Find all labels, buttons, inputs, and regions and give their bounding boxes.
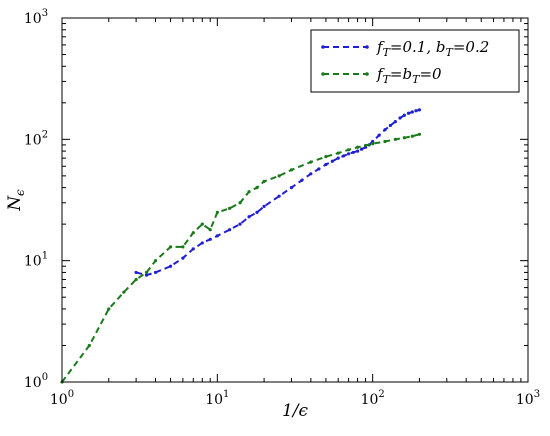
data-point <box>168 245 173 249</box>
data-point <box>208 228 212 232</box>
data-point <box>417 108 422 112</box>
legend-marker <box>321 72 325 76</box>
data-point <box>393 137 397 141</box>
data-point <box>356 145 360 149</box>
data-point <box>410 134 414 138</box>
data-point <box>255 210 259 214</box>
data-point <box>134 277 138 282</box>
data-point <box>277 194 281 198</box>
data-point <box>289 186 294 190</box>
series-layer <box>60 108 422 384</box>
x-tick-label: 103 <box>516 389 540 408</box>
data-point <box>393 120 397 124</box>
data-point <box>200 241 204 245</box>
data-point <box>247 190 251 194</box>
data-point <box>191 247 195 251</box>
data-point <box>383 139 387 144</box>
data-point <box>215 210 219 214</box>
x-tick-label: 102 <box>361 389 385 408</box>
data-point <box>336 151 340 155</box>
legend-entry-1: fT=bT=0 <box>321 65 442 86</box>
data-point <box>351 150 355 155</box>
data-point <box>262 204 266 209</box>
legend: fT=0.1, bT=0.2 fT=bT=0 <box>310 29 520 93</box>
data-point <box>181 245 185 249</box>
data-point <box>347 152 351 156</box>
series-0 <box>134 108 422 277</box>
data-point <box>247 215 251 219</box>
data-point <box>402 113 406 117</box>
x-tick-label: 101 <box>205 389 229 408</box>
data-point <box>336 156 340 160</box>
legend-marker <box>365 72 369 76</box>
data-point <box>383 128 387 132</box>
data-point <box>324 155 328 159</box>
data-point <box>289 168 294 172</box>
data-point <box>238 201 242 205</box>
data-point <box>181 256 185 260</box>
data-point <box>277 174 281 178</box>
y-tick-label: 102 <box>24 129 48 148</box>
data-point <box>317 167 321 171</box>
data-point <box>200 222 204 226</box>
data-point <box>356 149 360 153</box>
data-point <box>87 343 91 348</box>
data-point <box>153 270 158 275</box>
data-point <box>406 111 411 115</box>
data-point <box>238 222 242 226</box>
data-point <box>371 139 375 144</box>
data-point <box>228 206 232 210</box>
x-axis-label: 1/ϵ <box>282 401 309 421</box>
series-line <box>135 108 420 277</box>
legend-entry-0: fT=0.1, bT=0.2 <box>321 38 489 59</box>
data-point <box>402 136 406 140</box>
data-point <box>309 160 313 164</box>
data-point <box>228 228 232 232</box>
data-point <box>417 132 422 136</box>
data-point <box>414 109 418 113</box>
data-point <box>360 147 364 151</box>
data-point <box>255 186 259 190</box>
data-point <box>377 133 381 137</box>
data-point <box>208 237 212 241</box>
axis-labels: 1/ϵ Nϵ <box>5 189 309 421</box>
data-point <box>410 110 414 114</box>
data-point <box>134 270 138 275</box>
series-line <box>61 133 420 383</box>
data-point <box>347 148 351 152</box>
plot-frame <box>61 17 529 383</box>
data-point <box>144 270 149 275</box>
y-tick-label: 101 <box>24 251 48 270</box>
data-point <box>168 264 173 268</box>
data-point <box>191 231 195 235</box>
data-point <box>363 143 368 148</box>
data-point <box>262 179 266 184</box>
y-axis-label: Nϵ <box>5 189 27 212</box>
y-tick-label: 100 <box>24 372 48 391</box>
tick-layer: 100 101 102 103 100 101 102 103 <box>24 8 540 408</box>
data-point <box>371 142 375 146</box>
data-point <box>215 234 219 238</box>
legend-box <box>310 29 520 93</box>
legend-label: fT=bT=0 <box>376 65 442 86</box>
data-point <box>144 273 149 277</box>
data-point <box>398 116 402 120</box>
data-point <box>153 259 158 263</box>
data-point <box>342 154 346 158</box>
data-point <box>107 307 111 311</box>
y-tick-label: 103 <box>24 8 48 27</box>
series-1 <box>60 132 422 384</box>
x-tick-label: 100 <box>50 389 74 408</box>
data-point <box>122 290 126 294</box>
legend-marker <box>365 45 369 49</box>
data-point <box>324 162 328 167</box>
data-point <box>300 178 304 182</box>
legend-marker <box>321 45 325 49</box>
data-point <box>330 159 334 163</box>
legend-label: fT=0.1, bT=0.2 <box>376 38 489 59</box>
data-point <box>309 172 313 176</box>
data-point <box>388 123 392 128</box>
